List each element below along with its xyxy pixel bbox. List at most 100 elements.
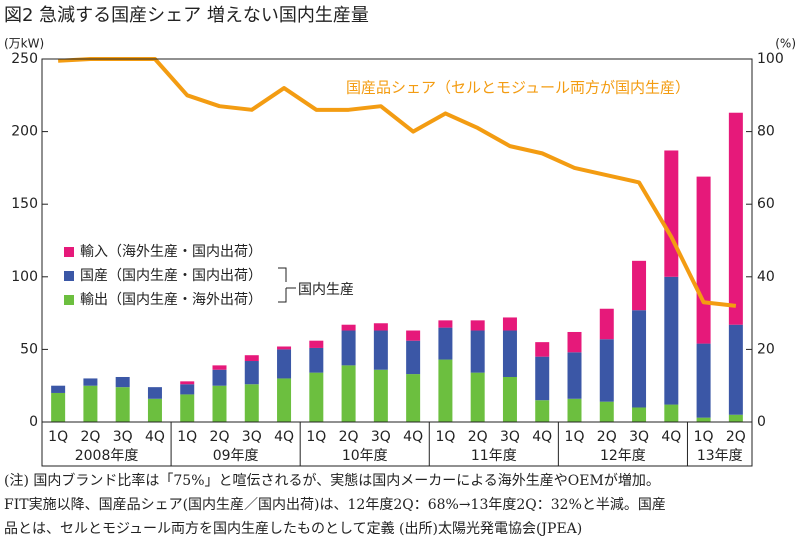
bar-segment	[51, 392, 66, 422]
bar-segment	[438, 359, 453, 422]
bar-segment	[115, 376, 130, 388]
y2-tick-label: 40	[757, 269, 775, 285]
bar-segment	[83, 378, 98, 386]
bar-segment	[180, 394, 195, 422]
bar-segment	[147, 398, 162, 422]
bar-segment	[502, 330, 517, 377]
bracket-label: 国内生産	[298, 282, 354, 298]
bar-segment	[599, 401, 614, 422]
x-tick-label: 4Q	[661, 429, 681, 445]
bar-segment	[470, 372, 485, 422]
bar-segment	[664, 150, 679, 277]
x-tick-label: 3Q	[242, 429, 262, 445]
bar-segment	[664, 404, 679, 422]
bar-segment	[115, 387, 130, 422]
legend-swatch	[64, 295, 74, 305]
y2-axis-label: (%)	[775, 37, 796, 51]
share-line	[58, 57, 737, 308]
bracket	[278, 267, 296, 303]
legend-swatch	[64, 271, 74, 281]
bar-segment	[696, 176, 711, 344]
bar-segment	[373, 369, 388, 422]
x-tick-label: 3Q	[371, 429, 391, 445]
bar-segment	[244, 355, 259, 362]
note-line: FIT実施以降、国産品シェア(国内生産／国内出荷)は、12年度2Q：68%→13…	[4, 496, 666, 513]
bar-segment	[599, 339, 614, 402]
x-tick-label: 2Q	[597, 429, 617, 445]
bar-segment	[664, 276, 679, 405]
note-line: (注) 国内ブランド比率は「75%」と喧伝されるが、実態は国内メーカーによる海外…	[4, 472, 660, 489]
bar-segment	[341, 324, 356, 331]
bar-segment	[341, 365, 356, 422]
bar-segment	[567, 398, 582, 422]
bar-segment	[502, 317, 517, 331]
bar-segment	[180, 384, 195, 395]
y-tick-label: 250	[11, 51, 38, 67]
y2-tick-label: 20	[757, 341, 775, 357]
x-group-label: 2008年度	[75, 448, 139, 464]
bar-segment	[632, 407, 647, 422]
x-tick-label: 4Q	[532, 429, 552, 445]
bar-segment	[51, 385, 66, 393]
x-group-label: 10年度	[342, 448, 388, 464]
bar-segment	[535, 342, 550, 357]
bar-segment	[728, 414, 743, 422]
x-tick-label: 1Q	[177, 429, 197, 445]
x-tick-label: 3Q	[629, 429, 649, 445]
chart-title: 図2 急減する国産シェア 増えない国内生産量	[4, 5, 369, 26]
x-tick-label: 1Q	[435, 429, 455, 445]
bar-segment	[599, 308, 614, 340]
legend-label: 国産（国内生産・国内出荷）	[80, 268, 262, 284]
plot-frame	[41, 58, 753, 467]
bar-segment	[696, 343, 711, 418]
bar-segment	[244, 361, 259, 385]
bar-segment	[438, 327, 453, 360]
bar-segment	[147, 387, 162, 399]
bar-segment	[728, 324, 743, 415]
note-line: 品とは、セルとモジュール両方を国内生産したものとして定義 (出所)太陽光発電協会…	[4, 520, 582, 537]
bar-segment	[212, 369, 227, 386]
x-tick-label: 1Q	[565, 429, 585, 445]
x-tick-label: 3Q	[500, 429, 520, 445]
bar-segment	[83, 385, 98, 422]
bar-segment	[535, 400, 550, 422]
y-tick-label: 150	[11, 196, 38, 212]
y2-tick-label: 0	[757, 414, 766, 430]
y2-tick-label: 60	[757, 196, 775, 212]
bar-segment	[309, 340, 324, 348]
legend-label: 輸出（国内生産・海外出荷）	[80, 292, 262, 308]
bar-segment	[277, 349, 292, 379]
bar-segment	[277, 346, 292, 350]
x-tick-label: 4Q	[403, 429, 423, 445]
x-tick-label: 1Q	[694, 429, 714, 445]
legend-swatch	[64, 247, 74, 257]
x-tick-label: 2Q	[210, 429, 230, 445]
x-tick-label: 1Q	[48, 429, 68, 445]
y-tick-label: 200	[11, 124, 38, 140]
x-tick-label: 1Q	[306, 429, 326, 445]
bar-segment	[502, 376, 517, 422]
y-tick-label: 0	[29, 414, 38, 430]
x-tick-label: 2Q	[726, 429, 746, 445]
bar-segment	[373, 323, 388, 331]
x-tick-label: 4Q	[145, 429, 165, 445]
bar-segment	[632, 310, 647, 408]
y-tick-label: 100	[11, 269, 38, 285]
x-tick-label: 2Q	[80, 429, 100, 445]
y-tick-label: 50	[20, 341, 38, 357]
bar-segment	[535, 356, 550, 401]
bar-segment	[632, 260, 647, 311]
bar-segment	[696, 417, 711, 422]
line-label: 国産品シェア（セルとモジュール両方が国内生産）	[346, 79, 690, 97]
bar-segment	[406, 330, 421, 341]
bar-segment	[309, 347, 324, 373]
bar-segment	[212, 365, 227, 370]
bar-segment	[470, 330, 485, 373]
y2-tick-label: 80	[757, 124, 775, 140]
x-tick-label: 4Q	[274, 429, 294, 445]
x-tick-label: 2Q	[339, 429, 359, 445]
x-group-label: 12年度	[600, 448, 646, 464]
bar-segment	[244, 384, 259, 422]
bar-segment	[341, 330, 356, 366]
